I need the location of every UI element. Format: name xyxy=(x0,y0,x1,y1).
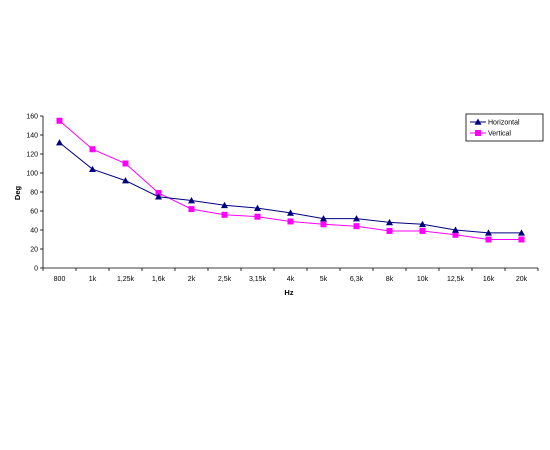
x-axis-label: Hz xyxy=(284,288,293,297)
legend-marker xyxy=(475,130,481,136)
x-tick-label: 1,25k xyxy=(117,276,135,283)
legend: Horizontal Vertical xyxy=(465,113,544,142)
x-tick-label: 5k xyxy=(320,276,328,283)
data-point-horizontal xyxy=(353,215,360,222)
data-point-vertical xyxy=(56,117,63,124)
data-point-horizontal xyxy=(485,229,492,236)
data-point-vertical xyxy=(155,189,162,196)
x-tick-label: 3,15k xyxy=(249,276,267,283)
data-point-vertical xyxy=(419,227,426,234)
x-tick-label: 8k xyxy=(386,276,394,283)
x-tick-label: 12,5k xyxy=(447,276,465,283)
x-tick-label: 2k xyxy=(188,276,196,283)
data-point-vertical xyxy=(452,231,459,238)
data-point-horizontal xyxy=(419,220,426,228)
y-tick-label: 100 xyxy=(26,171,38,178)
data-point-horizontal xyxy=(386,218,393,226)
y-tick-label: 20 xyxy=(30,247,38,254)
legend-item-horizontal: Horizontal xyxy=(470,118,520,127)
data-point-horizontal xyxy=(89,165,96,172)
x-tick-label: 800 xyxy=(54,276,66,283)
x-tick-label: 2,5k xyxy=(218,276,232,283)
y-tick-label: 160 xyxy=(26,114,38,121)
y-tick-label: 40 xyxy=(30,228,38,235)
data-point-horizontal xyxy=(56,139,63,146)
data-point-vertical xyxy=(89,146,96,153)
x-tick-label: 10k xyxy=(417,276,429,283)
data-point-vertical xyxy=(188,206,195,213)
data-point-horizontal xyxy=(188,197,195,204)
data-point-horizontal xyxy=(155,193,162,200)
y-axis-label: Deg xyxy=(13,185,22,200)
data-point-horizontal xyxy=(287,209,294,216)
plot-axes xyxy=(42,116,538,269)
data-point-horizontal xyxy=(518,229,525,236)
data-point-vertical xyxy=(353,223,360,230)
x-tick-label: 20k xyxy=(516,276,528,283)
data-point-vertical xyxy=(320,221,327,228)
series-horizontal xyxy=(56,139,525,236)
x-tick-label: 1k xyxy=(89,276,97,283)
y-tick-label: 120 xyxy=(26,152,38,159)
x-tick-label: 16k xyxy=(483,276,495,283)
legend-label: Vertical xyxy=(488,131,511,138)
data-point-vertical xyxy=(254,213,261,220)
data-point-horizontal xyxy=(452,226,459,233)
legend-label: Horizontal xyxy=(488,120,520,127)
y-tick-label: 80 xyxy=(30,190,38,197)
legend-marker xyxy=(474,118,482,125)
x-axis-ticks: 800 1k 1,25k 1,6k 2k 2,5k 3,15k 4k 5k 6,3k 8k 10k 12… xyxy=(42,268,539,283)
legend-box xyxy=(465,113,544,142)
data-point-vertical xyxy=(122,160,129,167)
y-tick-label: 140 xyxy=(26,133,38,140)
y-tick-label: 0 xyxy=(34,266,38,273)
y-axis-ticks: 0 20 40 60 80 100 120 140 160 xyxy=(26,114,43,273)
data-point-horizontal xyxy=(320,215,327,222)
data-point-horizontal xyxy=(254,204,261,211)
y-tick-label: 60 xyxy=(30,209,38,216)
data-point-vertical xyxy=(287,218,294,225)
data-point-horizontal xyxy=(221,201,228,209)
legend-item-vertical: Vertical xyxy=(470,130,511,138)
x-tick-label: 6,3k xyxy=(350,276,364,283)
data-point-vertical xyxy=(221,211,228,218)
series-layer xyxy=(56,117,525,243)
data-point-horizontal xyxy=(122,177,129,184)
data-point-vertical xyxy=(386,227,393,234)
x-tick-label: 1,6k xyxy=(152,276,166,283)
series-vertical xyxy=(56,117,525,243)
data-point-vertical xyxy=(485,236,492,243)
data-point-vertical xyxy=(518,236,525,243)
x-tick-label: 4k xyxy=(287,276,295,283)
